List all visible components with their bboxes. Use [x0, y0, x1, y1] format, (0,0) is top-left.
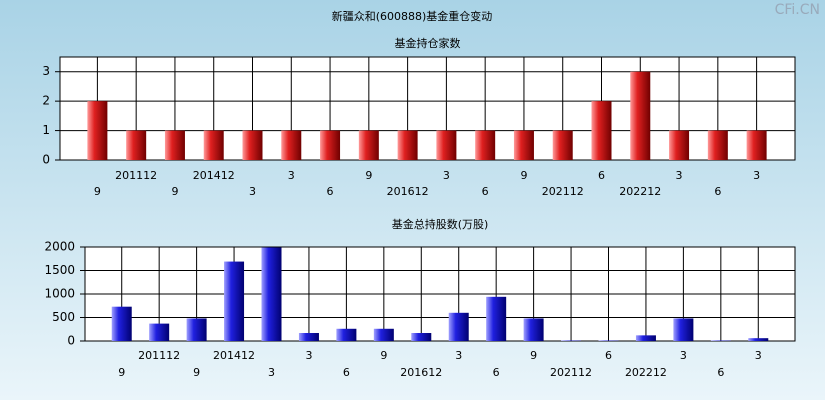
bar [514, 131, 534, 160]
bar [320, 131, 340, 160]
bar [436, 131, 456, 160]
x-tick-label: 6 [327, 185, 334, 198]
x-tick-label: 201612 [400, 366, 442, 379]
bar [336, 329, 356, 341]
watermark: CFi.CN [775, 2, 820, 18]
bar [281, 131, 301, 160]
y-tick-label: 1500 [44, 263, 75, 277]
x-tick-label: 6 [714, 185, 721, 198]
x-tick-label: 201412 [213, 349, 255, 362]
bar [748, 338, 768, 341]
bar [374, 329, 394, 341]
x-tick-label: 9 [94, 185, 101, 198]
bar [243, 131, 263, 160]
x-tick-label: 9 [193, 366, 200, 379]
x-tick-label: 202112 [550, 366, 592, 379]
x-tick-label: 9 [520, 169, 527, 182]
page-title: 新疆众和(600888)基金重仓变动 [332, 9, 493, 23]
x-tick-label: 9 [118, 366, 125, 379]
x-tick-label: 3 [755, 349, 762, 362]
bar [449, 313, 469, 341]
bar [299, 333, 319, 341]
x-tick-label: 201412 [193, 169, 235, 182]
x-tick-label: 3 [443, 169, 450, 182]
bar [553, 131, 573, 160]
bar [204, 131, 224, 160]
x-tick-label: 6 [598, 169, 605, 182]
bar [165, 131, 185, 160]
bar [669, 131, 689, 160]
x-tick-label: 6 [605, 349, 612, 362]
y-tick-label: 2000 [44, 240, 75, 254]
x-tick-label: 202112 [542, 185, 584, 198]
bar [87, 101, 107, 160]
y-tick-label: 2 [42, 94, 50, 108]
x-tick-label: 201112 [138, 349, 180, 362]
bar [262, 247, 282, 341]
x-tick-label: 9 [365, 169, 372, 182]
y-tick-label: 500 [52, 310, 75, 324]
bar [630, 72, 650, 160]
x-tick-label: 3 [249, 185, 256, 198]
bar [398, 131, 418, 160]
y-tick-label: 1 [42, 123, 50, 137]
x-tick-label: 201112 [115, 169, 157, 182]
x-tick-label: 3 [305, 349, 312, 362]
y-tick-label: 0 [67, 334, 75, 348]
bar [636, 335, 656, 341]
chart-title: 基金总持股数(万股) [392, 217, 489, 231]
x-tick-label: 3 [268, 366, 275, 379]
x-tick-label: 6 [493, 366, 500, 379]
x-tick-label: 3 [455, 349, 462, 362]
x-tick-label: 6 [717, 366, 724, 379]
x-tick-label: 202212 [625, 366, 667, 379]
bar [126, 131, 146, 160]
bar [224, 262, 244, 341]
x-tick-label: 202212 [619, 185, 661, 198]
x-tick-label: 3 [288, 169, 295, 182]
x-tick-label: 3 [676, 169, 683, 182]
y-tick-label: 0 [42, 153, 50, 167]
bar [747, 131, 767, 160]
bar [112, 307, 132, 341]
y-tick-label: 1000 [44, 287, 75, 301]
bar [411, 333, 431, 341]
x-tick-label: 3 [753, 169, 760, 182]
bar [673, 318, 693, 341]
chart-title: 基金持仓家数 [395, 36, 461, 50]
bar [486, 297, 506, 341]
x-tick-label: 6 [482, 185, 489, 198]
y-tick-label: 3 [42, 64, 50, 78]
bar [524, 318, 544, 341]
x-tick-label: 9 [530, 349, 537, 362]
bar [149, 324, 169, 341]
x-tick-label: 3 [680, 349, 687, 362]
bar [187, 318, 207, 341]
x-tick-label: 6 [343, 366, 350, 379]
x-tick-label: 9 [171, 185, 178, 198]
x-tick-label: 9 [380, 349, 387, 362]
bar [359, 131, 379, 160]
bar [592, 101, 612, 160]
bar [475, 131, 495, 160]
bar [708, 131, 728, 160]
x-tick-label: 201612 [387, 185, 429, 198]
